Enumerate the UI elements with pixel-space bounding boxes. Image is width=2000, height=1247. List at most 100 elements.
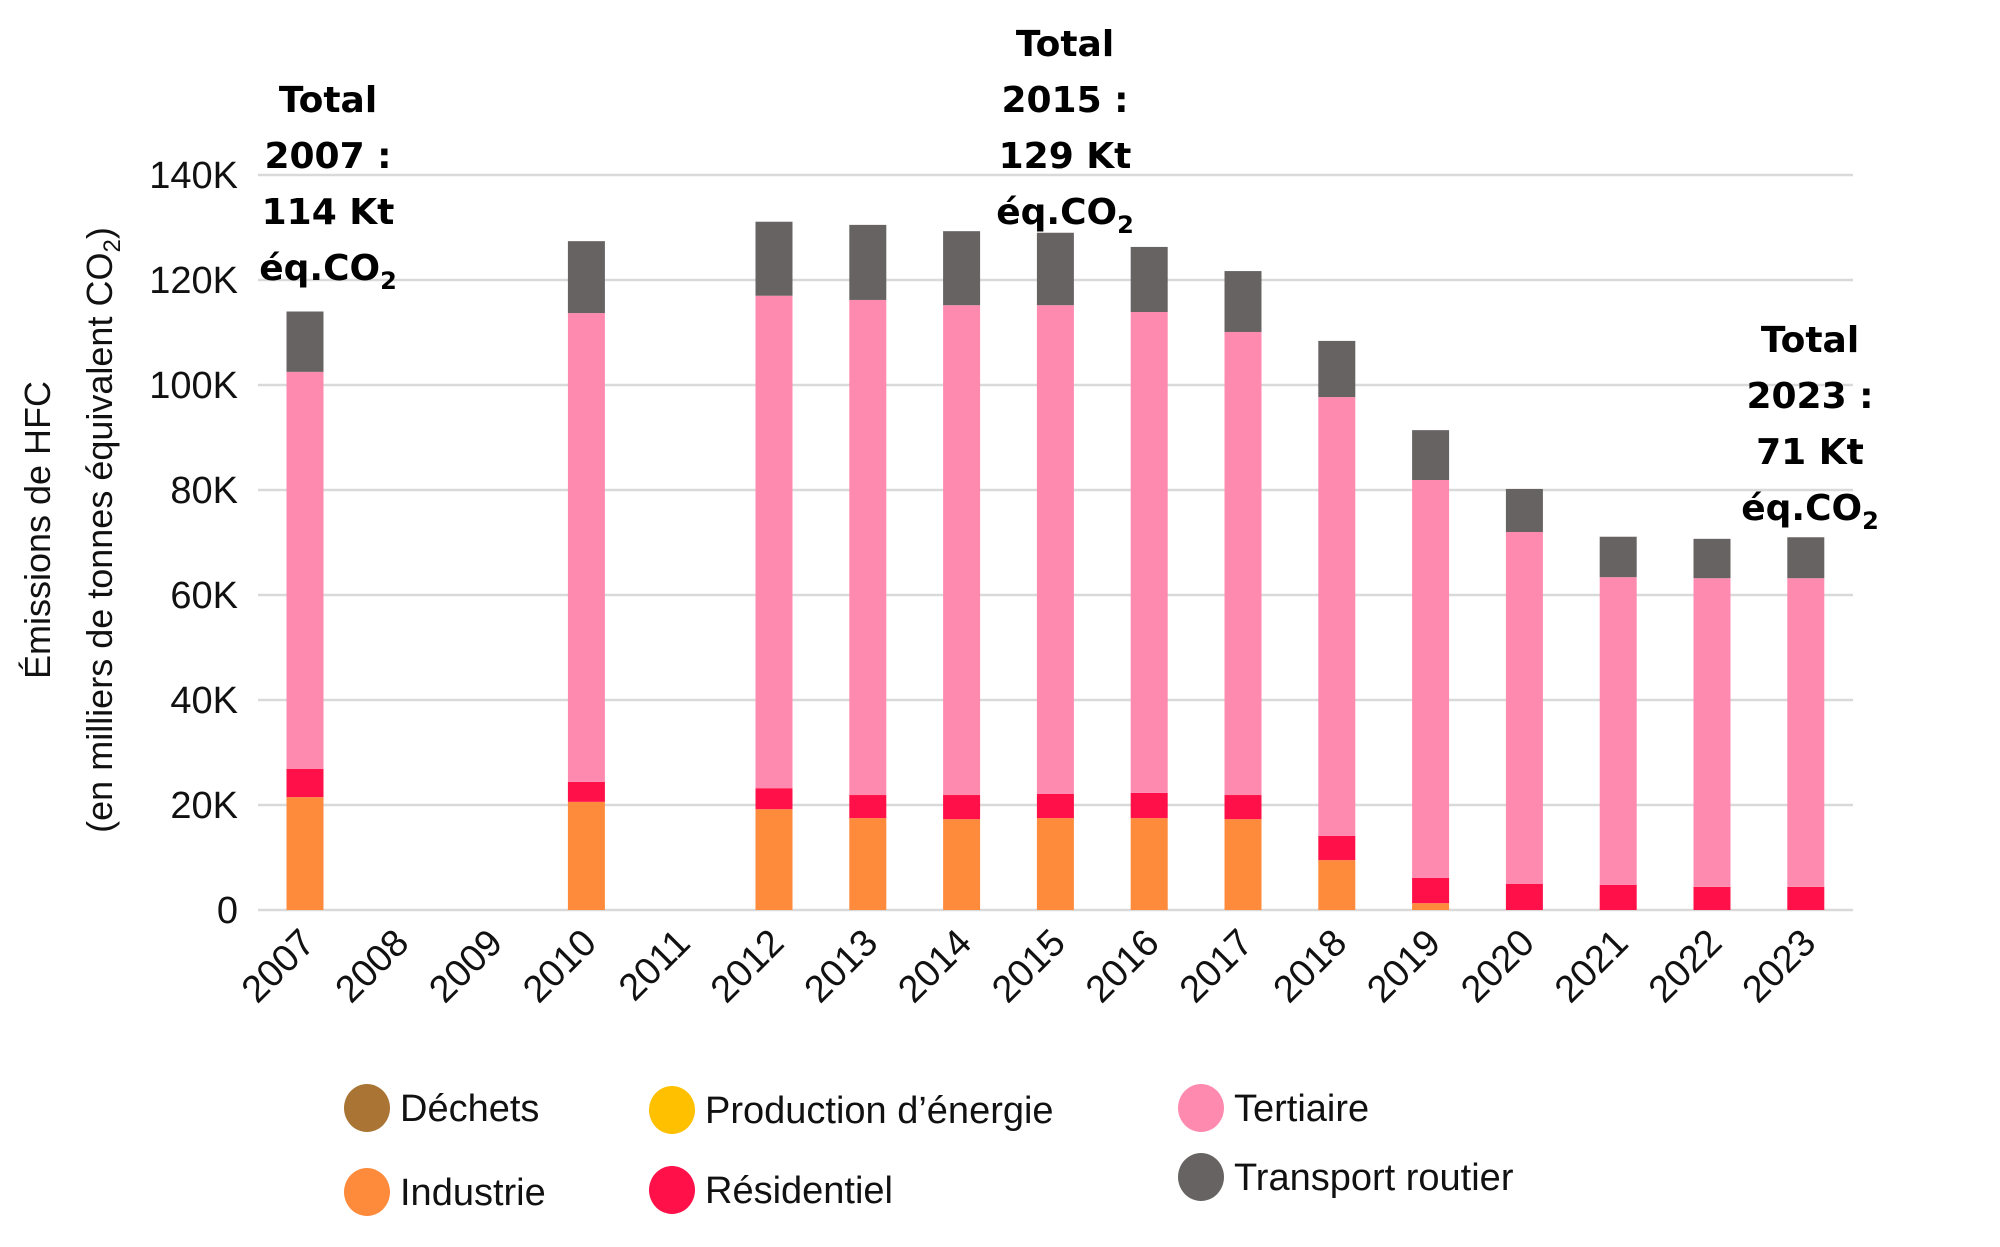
x-tick-label: 2023 bbox=[1735, 922, 1824, 1011]
bar-stack-2013 bbox=[849, 224, 887, 910]
legend-label: Production d’énergie bbox=[705, 1090, 1054, 1132]
y-tick-label: 140K bbox=[149, 155, 238, 197]
bar-segment-transport-routier bbox=[1599, 536, 1637, 578]
bar-segment-industrie bbox=[286, 797, 324, 910]
bar-segment-r-sidentiel bbox=[1599, 884, 1637, 910]
bar-segment-tertiaire bbox=[849, 299, 887, 796]
bar-segment-r-sidentiel bbox=[849, 795, 887, 819]
bar-segment-industrie bbox=[1130, 818, 1168, 910]
bar-segment-r-sidentiel bbox=[1224, 795, 1262, 820]
bar-segment-transport-routier bbox=[567, 241, 605, 314]
bar-segment-industrie bbox=[1224, 819, 1262, 910]
annotation-line: éq.CO2 bbox=[1741, 488, 1879, 535]
bar-segment-r-sidentiel bbox=[943, 795, 981, 820]
legend-swatch-icon bbox=[1178, 1084, 1224, 1132]
legend-swatch-icon bbox=[649, 1086, 695, 1134]
bar-stack-2015 bbox=[1036, 232, 1074, 910]
bar-stack-2016 bbox=[1130, 246, 1168, 910]
x-tick-label: 2022 bbox=[1641, 922, 1730, 1011]
annotation-line: Total bbox=[279, 80, 377, 121]
legend-swatch-icon bbox=[344, 1168, 390, 1216]
bar-stack-2014 bbox=[943, 231, 981, 910]
total-annotations: Total 2007 : 114 Kt éq.CO2 Total 2015 : 129 Kt… bbox=[259, 24, 1879, 535]
y-tick-label: 80K bbox=[170, 470, 238, 512]
bar-segment-r-sidentiel bbox=[1693, 886, 1731, 910]
bar-segment-transport-routier bbox=[1412, 430, 1450, 481]
x-tick-label: 2010 bbox=[515, 922, 604, 1011]
bar-segment-transport-routier bbox=[1787, 537, 1825, 579]
bar-segment-industrie bbox=[1318, 860, 1356, 910]
bar-segment-transport-routier bbox=[1693, 538, 1731, 579]
legend-label: Résidentiel bbox=[705, 1170, 893, 1212]
annotation-line: 71 Kt bbox=[1756, 432, 1864, 473]
bar-segment-tertiaire bbox=[1693, 578, 1731, 887]
legend-swatch-icon bbox=[1178, 1153, 1224, 1201]
bar-stack-2020 bbox=[1505, 488, 1543, 910]
annotation-line: éq.CO2 bbox=[259, 248, 397, 295]
bar-segment-transport-routier bbox=[1036, 232, 1074, 306]
bar-segment-tertiaire bbox=[943, 305, 981, 796]
bars bbox=[286, 221, 1825, 910]
y-axis-title-line2: (en milliers de tonnes équivalent CO2) bbox=[79, 227, 126, 833]
bar-segment-tertiaire bbox=[1505, 532, 1543, 884]
bar-stack-2022 bbox=[1693, 538, 1731, 910]
bar-segment-r-sidentiel bbox=[1505, 883, 1543, 910]
bar-segment-transport-routier bbox=[1505, 488, 1543, 532]
annotation-line: 114 Kt bbox=[262, 192, 395, 233]
annotation-line: Total bbox=[1761, 320, 1859, 361]
x-tick-label: 2007 bbox=[234, 922, 323, 1011]
annotation-line: éq.CO2 bbox=[996, 192, 1134, 239]
legend-item-production-d-nergie: Production d’énergie bbox=[649, 1086, 1054, 1134]
bar-segment-transport-routier bbox=[849, 224, 887, 300]
annotation-total-2015: Total 2015 : 129 Kt éq.CO2 bbox=[996, 24, 1134, 239]
bar-stack-2017 bbox=[1224, 271, 1262, 910]
bar-segment-r-sidentiel bbox=[1036, 793, 1074, 819]
annotation-line: 2007 : bbox=[264, 136, 391, 177]
annotation-line: Total bbox=[1016, 24, 1114, 65]
bar-stack-2018 bbox=[1318, 340, 1356, 910]
bar-segment-tertiaire bbox=[1130, 312, 1168, 793]
y-tick-label: 0 bbox=[217, 890, 238, 932]
bar-segment-tertiaire bbox=[755, 295, 793, 789]
bar-segment-r-sidentiel bbox=[755, 788, 793, 810]
bar-segment-transport-routier bbox=[1130, 246, 1168, 313]
x-tick-label: 2014 bbox=[890, 922, 979, 1011]
bar-segment-r-sidentiel bbox=[1318, 835, 1356, 861]
x-tick-label: 2017 bbox=[1172, 922, 1261, 1011]
legend-item-tertiaire: Tertiaire bbox=[1178, 1084, 1369, 1132]
y-axis-title-line2-main: (en milliers de tonnes équivalent CO bbox=[79, 253, 120, 833]
annotation-line: 2023 : bbox=[1746, 376, 1873, 417]
x-tick-label: 2015 bbox=[984, 922, 1073, 1011]
legend-swatch-icon bbox=[344, 1084, 390, 1132]
annotation-line: 129 Kt bbox=[999, 136, 1132, 177]
x-tick-label: 2011 bbox=[611, 922, 698, 1009]
bar-segment-industrie bbox=[1036, 818, 1074, 910]
y-axis-title: Émissions de HFC (en milliers de tonnes … bbox=[17, 227, 126, 833]
bar-segment-tertiaire bbox=[1224, 331, 1262, 796]
x-tick-label: 2019 bbox=[1359, 922, 1448, 1011]
legend-item-d-chets: Déchets bbox=[344, 1084, 539, 1132]
bar-stack-2019 bbox=[1412, 430, 1450, 910]
y-tick-label: 20K bbox=[170, 785, 238, 827]
bar-segment-industrie bbox=[943, 819, 981, 910]
x-tick-label: 2018 bbox=[1266, 922, 1355, 1011]
legend-label: Industrie bbox=[400, 1172, 546, 1214]
bar-segment-r-sidentiel bbox=[1130, 792, 1168, 819]
bar-stack-2021 bbox=[1599, 536, 1637, 910]
bar-segment-transport-routier bbox=[943, 231, 981, 306]
y-tick-label: 120K bbox=[149, 260, 238, 302]
x-tick-label: 2021 bbox=[1547, 922, 1636, 1011]
x-tick-label: 2009 bbox=[421, 922, 510, 1011]
bar-segment-r-sidentiel bbox=[286, 768, 324, 798]
x-tick-label: 2008 bbox=[328, 922, 417, 1011]
bar-segment-tertiaire bbox=[1318, 397, 1356, 836]
y-axis-title-line2-sub: 2 bbox=[99, 239, 126, 252]
bar-segment-transport-routier bbox=[286, 311, 324, 372]
bar-segment-r-sidentiel bbox=[567, 781, 605, 802]
annotation-total-2023: Total 2023 : 71 Kt éq.CO2 bbox=[1741, 320, 1879, 535]
y-axis-title-line2-end: ) bbox=[79, 227, 120, 239]
bar-stack-2023 bbox=[1787, 537, 1825, 910]
legend-label: Transport routier bbox=[1234, 1157, 1514, 1199]
y-axis-ticks: 0 20K 40K 60K 80K 100K 120K 140K bbox=[149, 155, 238, 932]
